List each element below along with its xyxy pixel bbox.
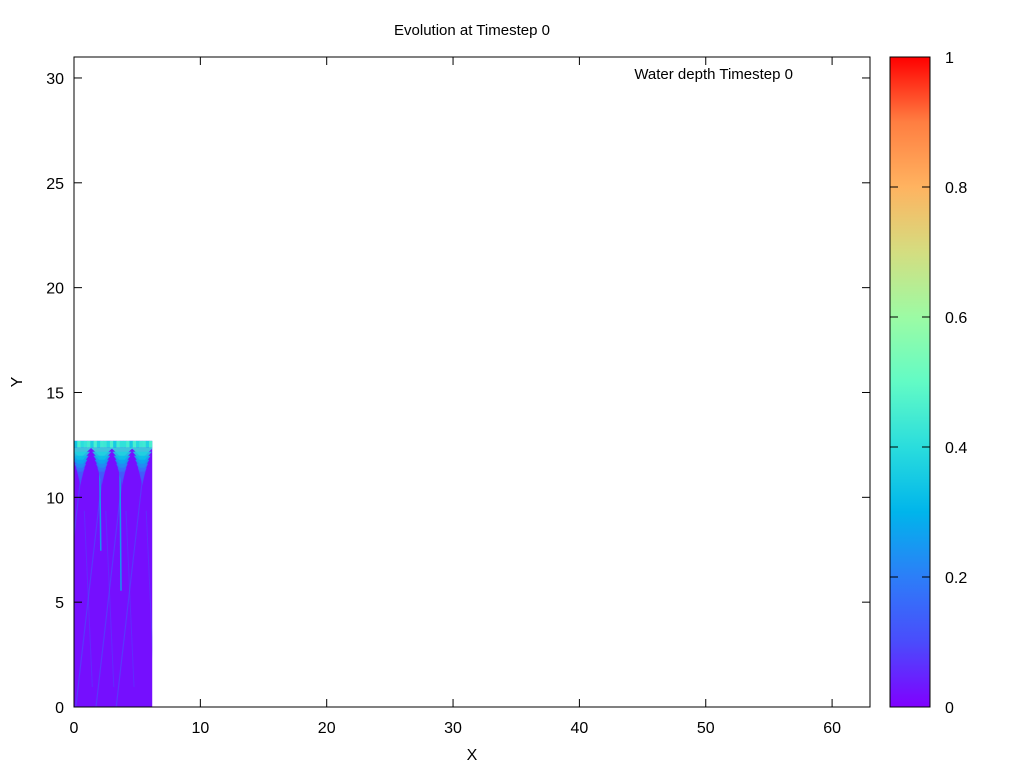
x-tick-label: 60 xyxy=(823,720,841,737)
field-crest-cell xyxy=(77,440,82,448)
plot-frame xyxy=(73,56,871,708)
y-tick-label: 0 xyxy=(55,700,64,717)
x-tick-label: 30 xyxy=(444,720,462,737)
field-crest-cell xyxy=(119,440,124,448)
x-tick-label: 0 xyxy=(70,720,79,737)
field-crest-cell xyxy=(149,440,153,448)
field-crest-cell xyxy=(80,440,85,448)
field-filament xyxy=(119,470,122,591)
field-streak xyxy=(115,480,143,707)
y-tick-label: 20 xyxy=(46,281,64,298)
field-crest-cell xyxy=(139,440,144,448)
field-streak xyxy=(75,480,103,707)
field-crest-cell xyxy=(116,440,121,448)
field-crest-cell xyxy=(100,440,104,448)
colorbar-tick-label: 0 xyxy=(945,700,954,717)
field-streak xyxy=(74,480,81,541)
field-background xyxy=(74,440,153,707)
colorbar-tick-label: 0.4 xyxy=(945,440,967,457)
field-crest-wedge xyxy=(139,471,146,486)
y-tick-label: 30 xyxy=(46,71,64,88)
colorbar xyxy=(889,56,931,708)
field-crest-cell xyxy=(87,440,91,448)
colorbar-tick-label: 0.8 xyxy=(945,180,967,197)
field-crest-cell xyxy=(145,440,150,448)
colorbar-tick-label: 0.2 xyxy=(945,570,967,587)
field-crest-cell xyxy=(136,440,140,448)
series-key-label: Water depth Timestep 0 xyxy=(634,66,793,83)
chart-title: Evolution at Timestep 0 xyxy=(394,22,550,39)
field-crest-cell xyxy=(126,440,130,448)
x-axis-label: X xyxy=(467,747,478,764)
field-crest-wedge xyxy=(77,471,84,486)
field-crest-cell xyxy=(129,440,134,448)
y-tick-label: 15 xyxy=(46,385,64,402)
y-tick-label: 25 xyxy=(46,176,64,193)
field-crest-wedge xyxy=(118,471,126,486)
field-crest-cell xyxy=(122,440,127,448)
x-tick-label: 10 xyxy=(191,720,209,737)
x-axis: 0 10 20 30 40 50 60 xyxy=(70,57,841,737)
field-streak xyxy=(125,510,135,688)
colorbar-tick-label: 0.6 xyxy=(945,310,967,327)
field-streak xyxy=(105,510,115,688)
x-tick-label: 20 xyxy=(318,720,336,737)
field-crest-cell xyxy=(142,440,147,448)
field-crest-cell xyxy=(103,440,108,448)
field-streak xyxy=(145,510,153,657)
field-crest-cell xyxy=(93,440,98,448)
field-crest-cell xyxy=(109,440,114,448)
field-crest-cell xyxy=(90,440,95,448)
x-tick-label: 40 xyxy=(570,720,588,737)
field-crest-wedge xyxy=(98,471,105,486)
colorbar-axis: 0 0.2 0.4 0.6 0.8 1 xyxy=(890,50,967,717)
y-tick-label: 10 xyxy=(46,490,64,507)
y-tick-label: 5 xyxy=(55,595,64,612)
field-streak xyxy=(95,480,123,707)
water-depth-field xyxy=(74,440,153,707)
field-filament xyxy=(99,470,102,551)
field-crest-cell xyxy=(74,440,78,448)
colorbar-tick-label: 1 xyxy=(945,50,954,67)
field-crest-cell xyxy=(83,440,88,448)
y-axis-label: Y xyxy=(9,376,26,387)
field-crest-cell xyxy=(106,440,111,448)
y-axis: 0 5 10 15 20 25 30 xyxy=(46,71,870,717)
x-tick-label: 50 xyxy=(697,720,715,737)
field-crest-cell xyxy=(132,440,137,448)
field-crest-cell xyxy=(113,440,117,448)
field-crest-cell xyxy=(96,440,101,448)
